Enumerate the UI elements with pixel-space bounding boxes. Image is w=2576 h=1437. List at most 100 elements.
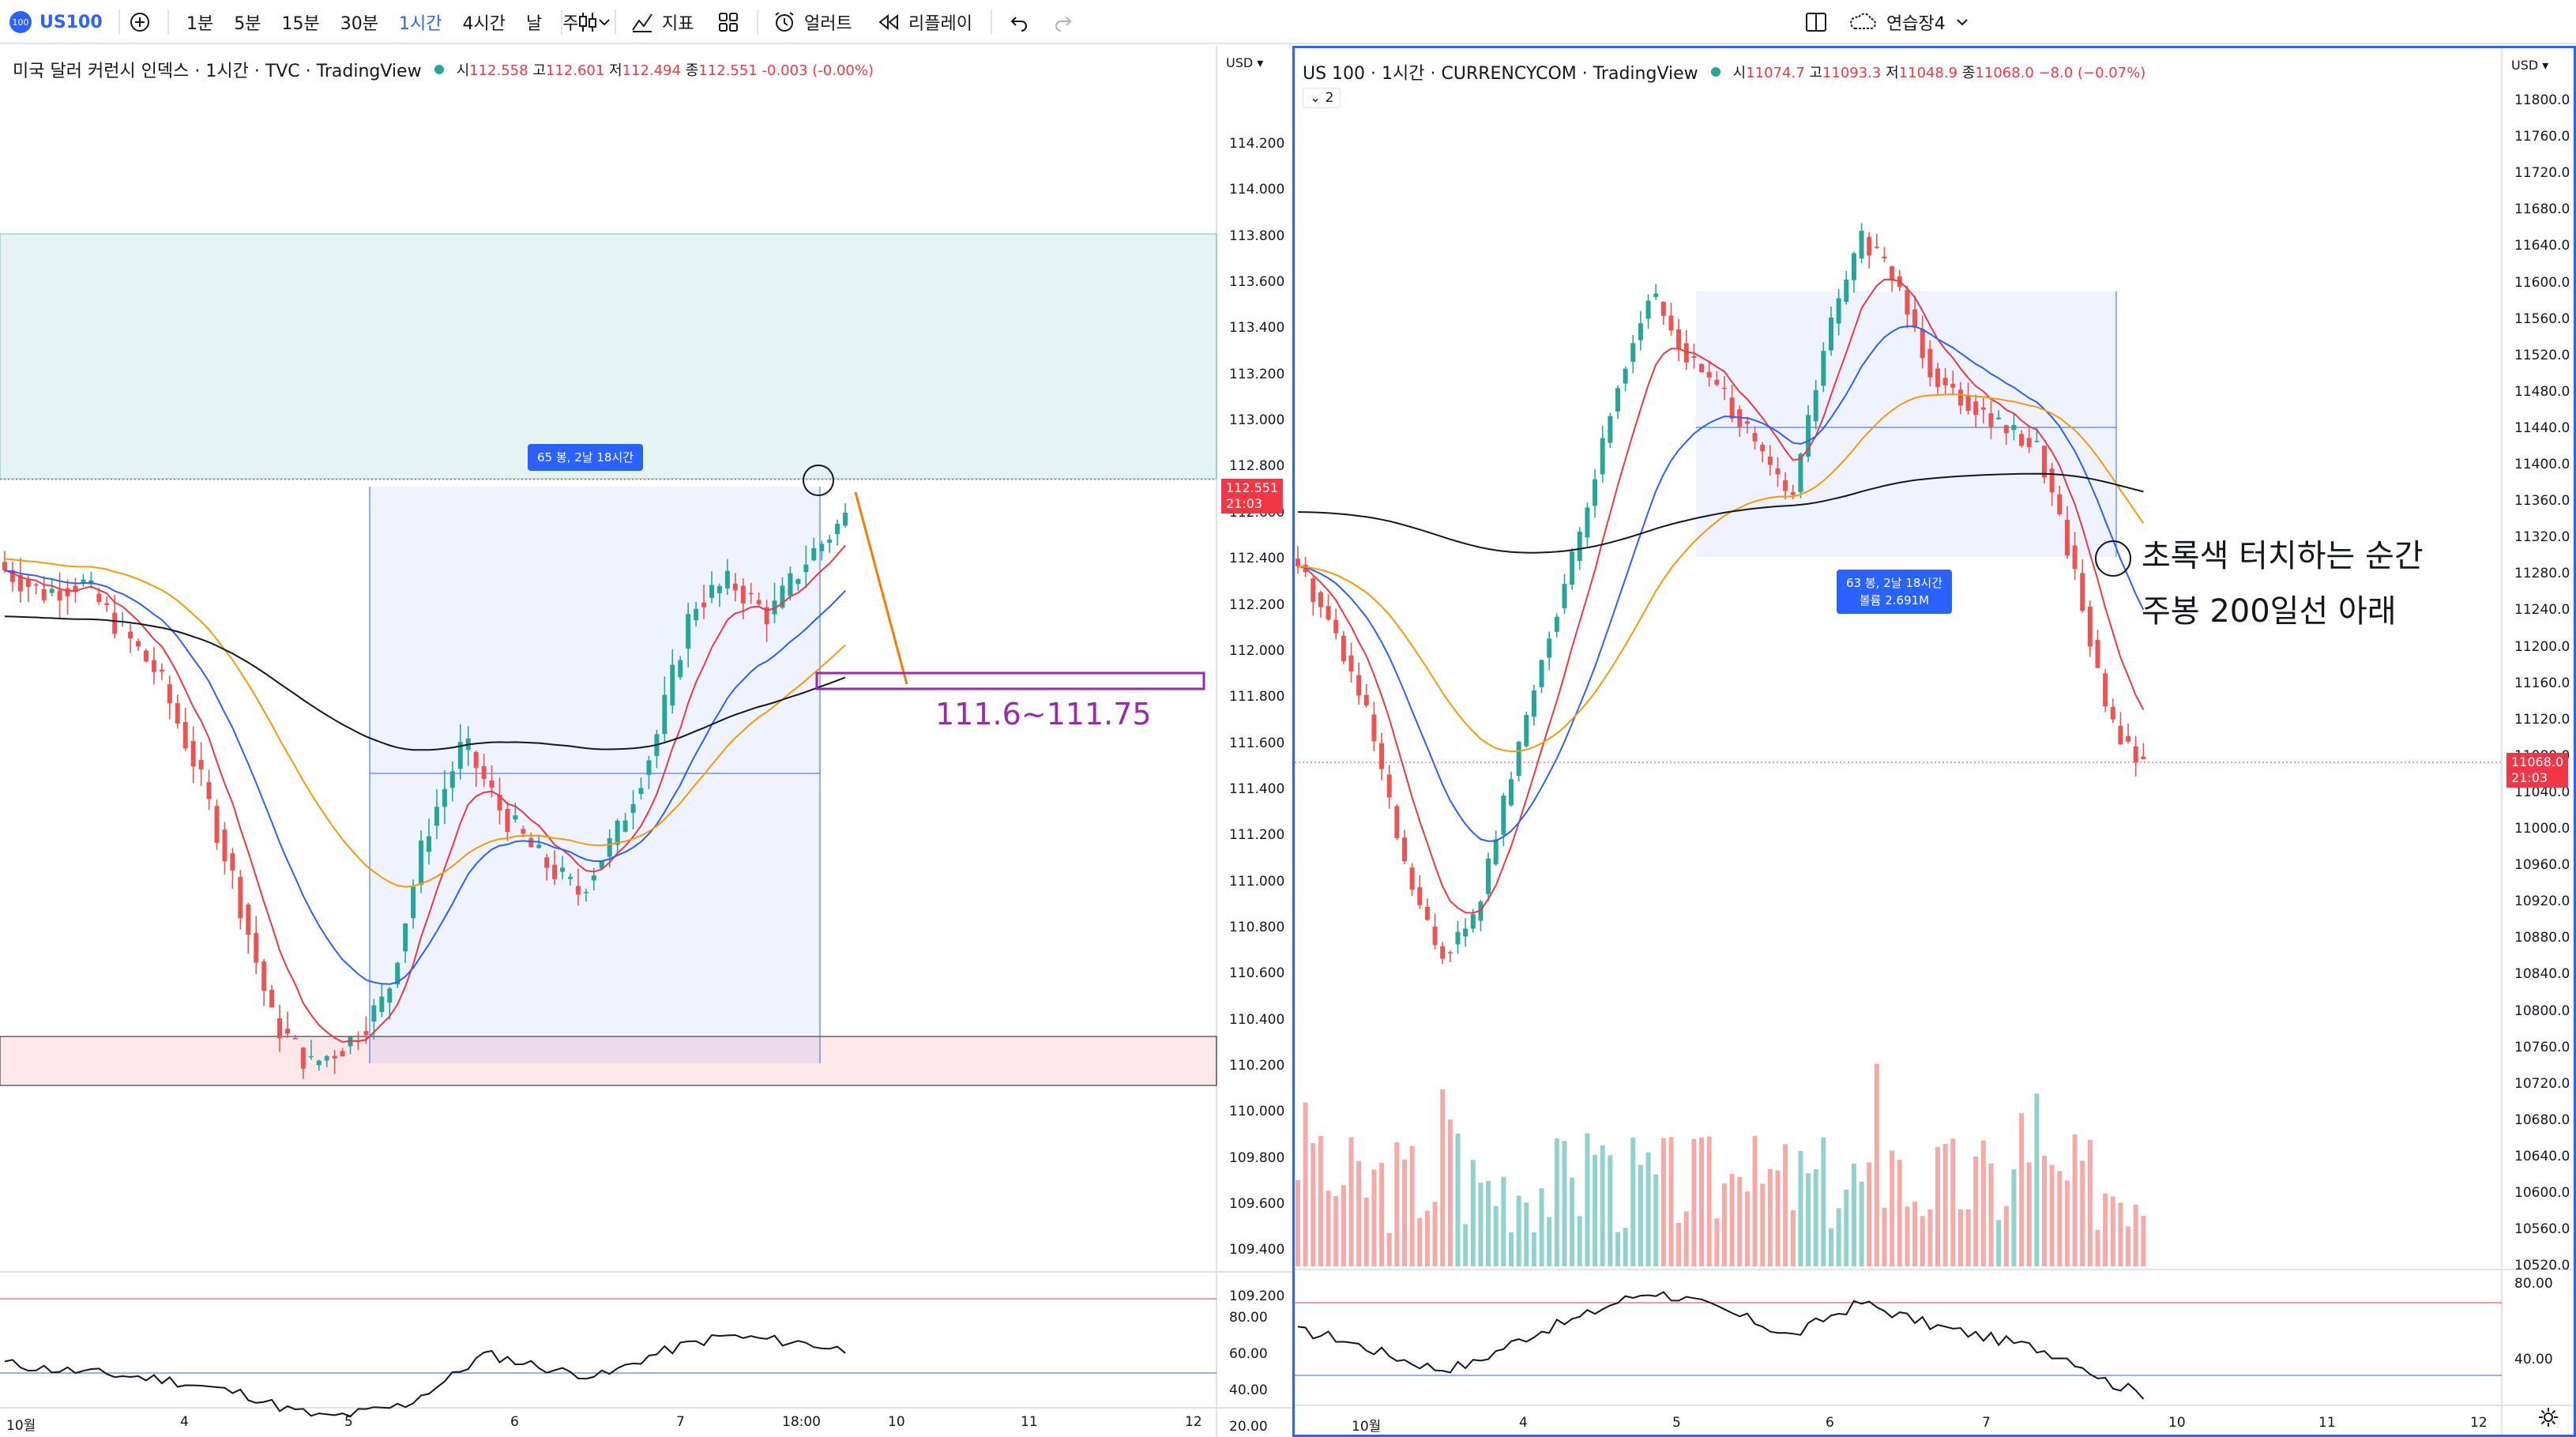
candle-body	[1379, 743, 1385, 769]
volume-bar	[1935, 1146, 1940, 1266]
candle-body	[1593, 479, 1598, 506]
volume-bar	[1645, 1152, 1651, 1266]
collapse-indicators-button[interactable]: ⌄ 2	[1303, 88, 1341, 108]
candle-body	[9, 570, 15, 582]
candle-body	[300, 1048, 306, 1069]
volume-bar	[1957, 1209, 1963, 1266]
candle-body	[1821, 351, 1826, 386]
volume-bar	[1394, 1142, 1400, 1266]
change-value: -0.003 (-0.00%)	[762, 62, 874, 79]
candle-body	[1927, 348, 1933, 378]
candle-body	[1386, 774, 1392, 798]
layout-name-button[interactable]: 연습장4	[1847, 0, 1971, 44]
left-chart-pane[interactable]: 미국 달러 커런시 인덱스 · 1시간 · TVC · TradingView …	[0, 46, 1292, 1437]
timeframe-1m[interactable]: 1분	[186, 14, 214, 34]
candle-body	[795, 579, 801, 585]
candle-body	[65, 588, 70, 596]
rsi-tick: 80.00	[2514, 1276, 2553, 1292]
candle-body	[1623, 368, 1628, 384]
price-tick: 109.600	[1229, 1196, 1285, 1213]
candle-body	[1447, 952, 1453, 954]
volume-bar	[1386, 1232, 1392, 1266]
compare-button[interactable]	[128, 0, 152, 44]
close-label: 종	[1961, 65, 1976, 81]
price-tick: 11120.0	[2514, 711, 2570, 728]
candle-body	[2011, 425, 2017, 431]
ma-black-line	[4, 615, 846, 751]
right-currency-menu[interactable]: USD ▾	[2511, 58, 2549, 73]
candle-body	[1394, 806, 1400, 838]
volume-bar	[1783, 1144, 1788, 1266]
divider	[615, 9, 616, 35]
price-tick: 109.400	[1229, 1242, 1285, 1258]
timeframe-week[interactable]: 주	[562, 14, 579, 34]
price-tick: 109.200	[1229, 1288, 1285, 1304]
volume-bar	[1371, 1169, 1377, 1266]
chart-type-button[interactable]	[577, 0, 599, 44]
volume-bar	[2141, 1216, 2146, 1266]
volume-bar	[1729, 1173, 1735, 1266]
volume-bar	[2011, 1169, 2017, 1266]
timeframe-30m[interactable]: 30분	[340, 14, 378, 34]
right-chart-canvas[interactable]	[1295, 48, 2574, 1435]
replay-button[interactable]: 리플레이	[877, 0, 972, 44]
candle-body	[81, 579, 86, 584]
candle-body	[1882, 256, 1887, 258]
volume-bar	[2057, 1171, 2063, 1266]
chevron-down-icon[interactable]	[596, 13, 613, 31]
divider	[118, 9, 120, 35]
left-chart-canvas[interactable]	[0, 46, 1292, 1437]
price-tick: 10960.0	[2514, 857, 2570, 874]
candle-body	[1767, 457, 1773, 465]
candle-body	[1813, 389, 1818, 422]
volume-bar	[1539, 1188, 1544, 1266]
left-chart-title: 미국 달러 커런시 인덱스 · 1시간 · TVC · TradingView	[13, 62, 422, 81]
candle-body	[780, 585, 785, 608]
indicators-button[interactable]: 지표	[630, 0, 694, 44]
symbol-search-button[interactable]: 100 US100	[9, 0, 103, 44]
candle-body	[701, 602, 707, 608]
timeframe-1h[interactable]: 1시간	[398, 14, 442, 34]
time-tick: 18:00	[782, 1414, 821, 1430]
candle-body	[2095, 640, 2100, 668]
candle-body	[2141, 756, 2146, 760]
candle-body	[1890, 266, 1895, 280]
timeframe-15m[interactable]: 15분	[281, 14, 320, 34]
price-tick: 11200.0	[2514, 638, 2570, 655]
right-chart-pane[interactable]: US 100 · 1시간 · CURRENCYCOM · TradingView…	[1292, 46, 2576, 1437]
volume-bar	[1867, 1162, 1872, 1266]
settings-gear-icon[interactable]	[2537, 1405, 2560, 1429]
candle-body	[528, 838, 534, 848]
candle-body	[1722, 387, 1727, 389]
candle-body	[395, 962, 401, 985]
candle-body	[2003, 425, 2009, 434]
candle-body	[678, 660, 683, 678]
candle-body	[1455, 931, 1461, 945]
candle-body	[1691, 355, 1697, 359]
timeframe-5m[interactable]: 5분	[234, 14, 261, 34]
candle-body	[1676, 329, 1682, 349]
candle-body	[73, 585, 78, 592]
candle-body	[716, 585, 722, 593]
volume-bar	[1593, 1154, 1598, 1266]
volume-bar	[1660, 1138, 1666, 1266]
ma-orange-line	[4, 558, 846, 888]
candle-body	[1630, 343, 1636, 363]
timeframe-4h[interactable]: 4시간	[462, 14, 506, 34]
redo-button[interactable]	[1052, 0, 1074, 44]
price-tick: 113.000	[1229, 412, 1285, 429]
undo-button[interactable]	[1008, 0, 1030, 44]
price-tick: 10720.0	[2514, 1075, 2570, 1092]
alert-button[interactable]: 얼러트	[773, 0, 852, 44]
timeframe-day[interactable]: 날	[525, 14, 543, 34]
candle-body	[1912, 309, 1918, 328]
candle-body	[544, 857, 550, 868]
price-tick: 10640.0	[2514, 1148, 2570, 1164]
low-value: 112.494	[622, 62, 682, 79]
touch-circle	[2095, 540, 2131, 577]
templates-button[interactable]	[717, 0, 739, 44]
price-tick: 11680.0	[2514, 201, 2570, 218]
layout-button[interactable]	[1804, 0, 1828, 44]
left-currency-menu[interactable]: USD ▾	[1226, 55, 1264, 70]
volume-bar	[1402, 1159, 1407, 1266]
